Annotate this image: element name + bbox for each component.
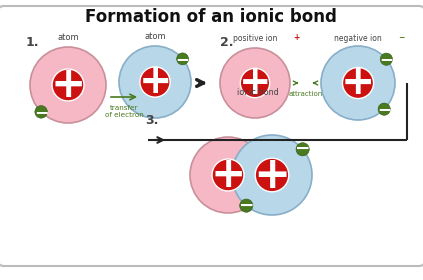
Text: −: − xyxy=(239,197,254,215)
Circle shape xyxy=(30,47,106,123)
Text: negative ion: negative ion xyxy=(334,34,382,43)
Circle shape xyxy=(240,68,270,98)
Circle shape xyxy=(190,137,266,213)
Circle shape xyxy=(177,53,189,65)
Text: +: + xyxy=(293,33,299,42)
Text: +: + xyxy=(341,63,375,103)
Circle shape xyxy=(240,199,253,212)
Text: 3.: 3. xyxy=(145,113,158,127)
Circle shape xyxy=(378,103,390,115)
Circle shape xyxy=(140,67,170,97)
Text: +: + xyxy=(239,64,271,102)
Text: 1.: 1. xyxy=(26,36,39,48)
Text: Formation of an ionic bond: Formation of an ionic bond xyxy=(85,8,337,26)
Circle shape xyxy=(119,46,191,118)
Circle shape xyxy=(220,48,290,118)
Text: 2.: 2. xyxy=(220,36,233,48)
Text: −: − xyxy=(176,50,190,68)
Circle shape xyxy=(380,53,393,65)
Text: positive ion: positive ion xyxy=(233,34,277,43)
Text: +: + xyxy=(210,154,246,196)
Text: +: + xyxy=(253,153,291,197)
Text: −: − xyxy=(398,33,404,42)
Text: −: − xyxy=(379,50,393,68)
Text: ionic bond: ionic bond xyxy=(237,88,279,97)
Text: −: − xyxy=(377,100,391,118)
Circle shape xyxy=(321,46,395,120)
Text: +: + xyxy=(138,62,172,102)
FancyBboxPatch shape xyxy=(0,6,423,266)
Circle shape xyxy=(255,158,289,192)
Circle shape xyxy=(35,106,47,118)
Text: −: − xyxy=(295,140,310,158)
Circle shape xyxy=(52,69,84,101)
Text: −: − xyxy=(34,103,48,121)
Circle shape xyxy=(343,67,374,99)
Text: atom: atom xyxy=(57,33,79,42)
Circle shape xyxy=(212,159,244,191)
Text: +: + xyxy=(50,64,86,106)
Text: transfer
of electron: transfer of electron xyxy=(104,105,143,118)
Circle shape xyxy=(296,143,309,156)
Text: attraction: attraction xyxy=(288,91,323,97)
Text: atom: atom xyxy=(144,32,166,41)
Circle shape xyxy=(232,135,312,215)
